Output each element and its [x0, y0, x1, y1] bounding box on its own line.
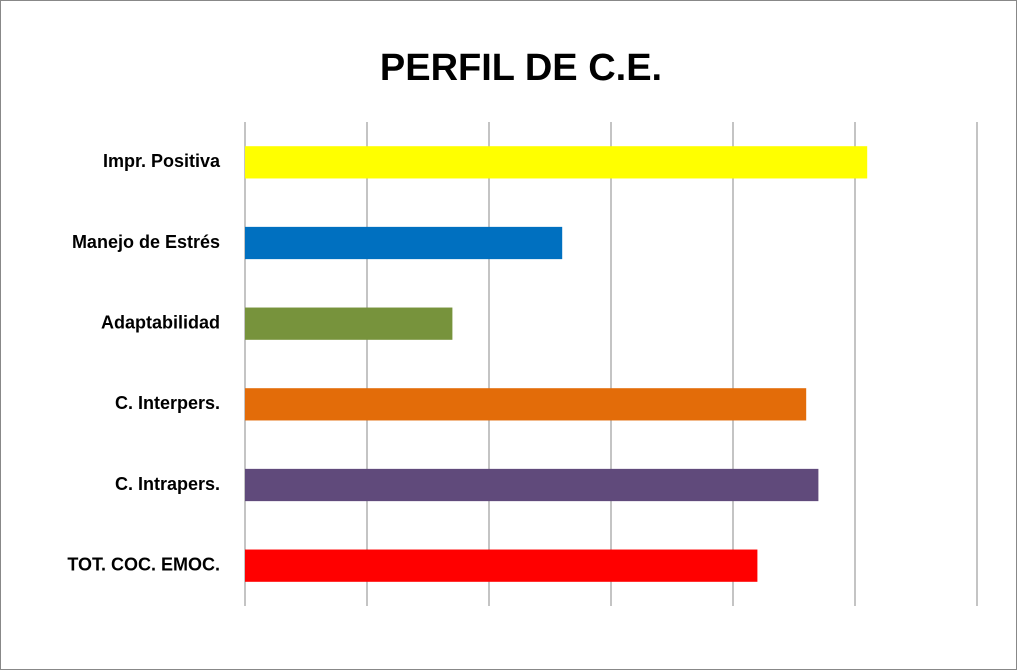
y-tick-label: C. Interpers.	[115, 393, 220, 413]
chart-title: PERFIL DE C.E.	[380, 47, 662, 89]
y-tick-label: Adaptabilidad	[101, 312, 220, 332]
bar	[245, 146, 868, 179]
bar	[245, 468, 819, 502]
y-tick-label: TOT. COC. EMOC.	[67, 554, 220, 574]
bar	[245, 388, 807, 421]
bar	[245, 226, 563, 260]
y-tick-label: C. Intrapers.	[115, 474, 220, 494]
y-tick-label: Impr. Positiva	[103, 151, 221, 171]
bar	[245, 307, 453, 340]
y-tick-label: Manejo de Estrés	[72, 232, 220, 252]
bar	[245, 549, 758, 582]
